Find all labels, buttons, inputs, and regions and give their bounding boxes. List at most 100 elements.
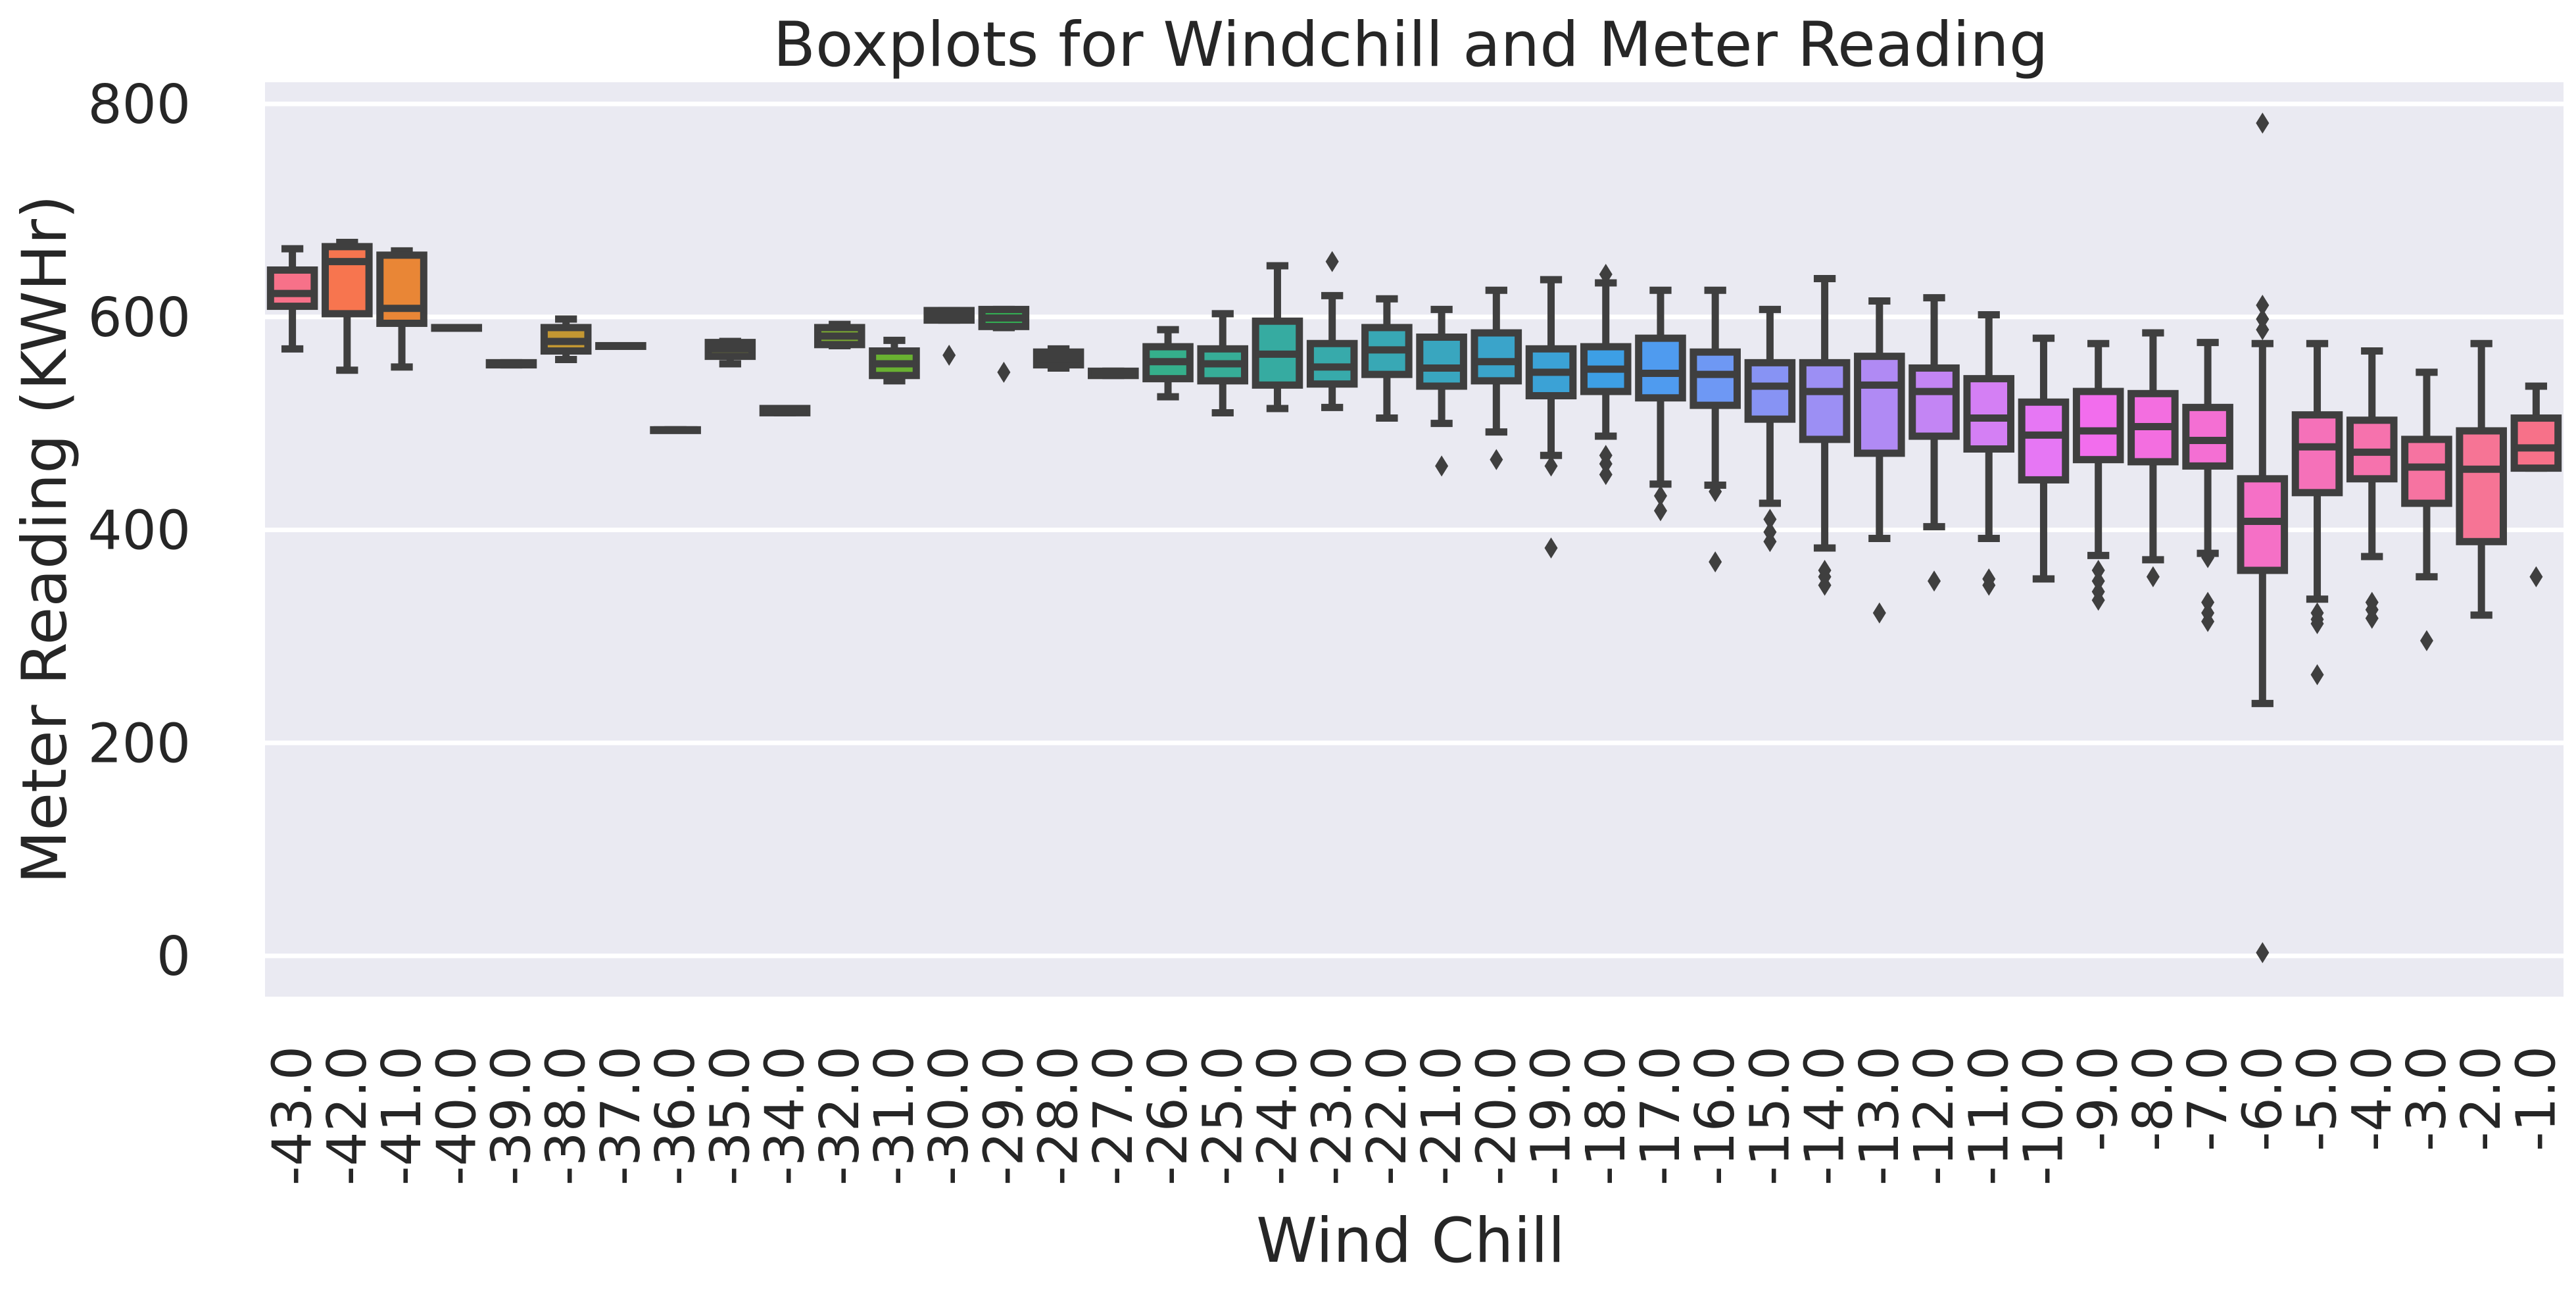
box-group (1963, 311, 2015, 596)
outlier-point (2529, 566, 2543, 587)
box-group (704, 337, 756, 368)
x-tick-label: -26.0 (1137, 1046, 1200, 1185)
box-group (1854, 297, 1905, 624)
outlier-point (1490, 449, 1503, 470)
box-group (2018, 334, 2070, 583)
y-tick-label: 200 (87, 712, 191, 775)
x-tick-label: -1.0 (2505, 1046, 2567, 1151)
outlier-point (1599, 453, 1613, 475)
outlier-point (1599, 464, 1613, 485)
box-group (1580, 264, 1632, 485)
y-axis-ticks: 0 200 400 600 800 (87, 74, 191, 988)
x-tick-label: -36.0 (644, 1046, 707, 1185)
x-tick-label: -19.0 (1520, 1046, 1583, 1185)
box (2072, 387, 2124, 464)
box (2018, 398, 2070, 484)
x-tick-label: -11.0 (1958, 1046, 2020, 1185)
x-tick-label: -37.0 (590, 1046, 652, 1185)
box (322, 243, 373, 318)
x-tick-label: -12.0 (1903, 1046, 1966, 1185)
box-group (1470, 286, 1522, 470)
x-tick-label: -24.0 (1246, 1046, 1309, 1185)
outlier-point (2256, 294, 2270, 316)
grid (265, 101, 2564, 958)
x-tick-label: -21.0 (1411, 1046, 1473, 1185)
outlier-point (1544, 455, 1558, 477)
x-tick-label: -7.0 (2177, 1046, 2239, 1151)
box-group (2346, 347, 2398, 629)
x-tick-label: -9.0 (2068, 1046, 2130, 1151)
x-tick-label: -25.0 (1192, 1046, 1254, 1185)
x-tick-label: -2.0 (2450, 1046, 2513, 1151)
plot-area (265, 82, 2564, 997)
outlier-point (2091, 589, 2105, 611)
outlier-point (2419, 630, 2433, 651)
box-group (1197, 310, 1249, 416)
outlier-point (2256, 112, 2270, 134)
box-group (759, 405, 811, 416)
x-tick-label: -13.0 (1849, 1046, 1911, 1185)
x-tick-label: -42.0 (316, 1046, 379, 1185)
x-tick-label: -30.0 (918, 1046, 981, 1185)
x-tick-label: -8.0 (2122, 1046, 2185, 1151)
outlier-point (2256, 942, 2270, 964)
box (376, 251, 427, 327)
box-group (923, 307, 975, 366)
outlier-point (997, 361, 1011, 383)
box-group (1744, 305, 1796, 553)
box-group (1142, 326, 1194, 401)
box (2401, 435, 2452, 507)
box (1908, 364, 1960, 440)
outlier-point (2201, 547, 2215, 568)
outlier-point (1325, 251, 1339, 272)
x-axis-label: Wind Chill (1256, 1205, 1565, 1277)
box (1635, 334, 1686, 402)
x-tick-label: -14.0 (1794, 1046, 1857, 1185)
chart-title: Boxplots for Windchill and Meter Reading (773, 9, 2048, 81)
outlier-point (2310, 664, 2324, 685)
boxes (266, 112, 2562, 964)
box (1799, 359, 1851, 443)
x-tick-label: -10.0 (2012, 1046, 2075, 1185)
box (1744, 359, 1796, 423)
outlier-point (1435, 455, 1449, 477)
box-group (814, 320, 865, 349)
box (266, 266, 318, 311)
outlier-point (1653, 485, 1667, 507)
outlier-point (2146, 566, 2160, 587)
outlier-point (2201, 591, 2215, 613)
y-tick-label: 800 (87, 74, 191, 136)
box (1689, 348, 1741, 409)
box (1470, 329, 1522, 385)
box-group (1689, 286, 1741, 573)
x-tick-label: -4.0 (2341, 1046, 2404, 1151)
x-tick-label: -17.0 (1630, 1046, 1692, 1185)
box (1963, 375, 2015, 453)
x-tick-label: -20.0 (1465, 1046, 1528, 1185)
x-tick-label: -35.0 (699, 1046, 762, 1185)
y-tick-label: 0 (157, 926, 191, 988)
box-group (869, 336, 920, 385)
box-group (1635, 286, 1686, 522)
x-tick-label: -38.0 (535, 1046, 598, 1185)
box-group (1033, 345, 1084, 372)
y-axis-label: Meter Reading (KWHr) (9, 195, 81, 884)
x-tick-label: -32.0 (809, 1046, 871, 1185)
y-tick-label: 600 (87, 287, 191, 349)
box-group (2510, 382, 2562, 587)
outlier-point (1599, 264, 1613, 285)
box-group (978, 305, 1030, 383)
outlier-point (2091, 570, 2105, 592)
outlier-point (2365, 607, 2379, 629)
box-group (2127, 329, 2179, 587)
x-tick-label: -23.0 (1301, 1046, 1364, 1185)
outlier-point (1763, 531, 1777, 553)
box (2456, 427, 2507, 545)
outlier-point (1709, 551, 1722, 573)
box-group (322, 238, 373, 374)
x-tick-label: -28.0 (1028, 1046, 1090, 1185)
outlier-point (1872, 602, 1886, 624)
x-tick-label: -18.0 (1575, 1046, 1638, 1185)
box (2510, 414, 2562, 472)
